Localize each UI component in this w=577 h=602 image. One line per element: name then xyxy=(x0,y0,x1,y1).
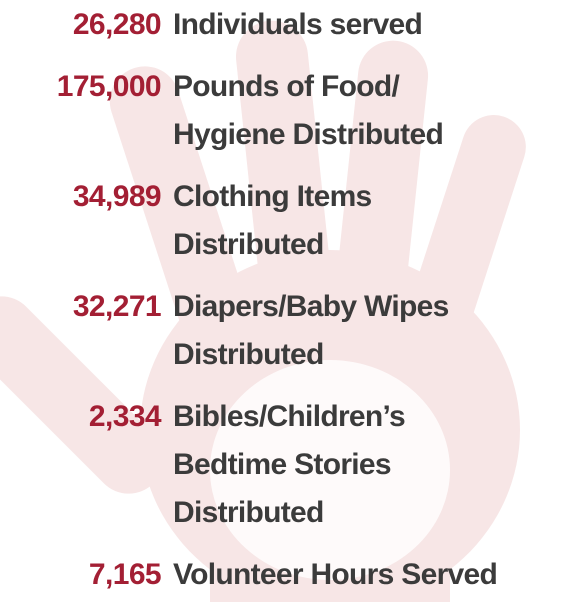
stat-label: Distributed xyxy=(173,489,324,537)
stat-label: Distributed xyxy=(173,331,324,379)
stat-label: Bibles/Children’s xyxy=(173,393,405,441)
stat-number: 34,989 xyxy=(0,173,161,221)
page: 26,280Individuals served175,000Pounds of… xyxy=(0,0,577,602)
stat-number: 7,165 xyxy=(0,551,161,599)
stat-label: Clothing Items xyxy=(173,173,372,221)
stat-label: Diapers/Baby Wipes xyxy=(173,283,449,331)
stat-label: Individuals served xyxy=(173,1,422,49)
stat-label: Volunteer Hours Served xyxy=(173,551,497,599)
stats-list: 26,280Individuals served175,000Pounds of… xyxy=(0,0,577,602)
stat-label: Pounds of Food/ xyxy=(173,63,399,111)
stat-number: 175,000 xyxy=(0,63,161,111)
stat-number: 32,271 xyxy=(0,283,161,331)
stat-label: Bedtime Stories xyxy=(173,441,391,489)
stat-number: 2,334 xyxy=(0,393,161,441)
stat-label: Distributed xyxy=(173,221,324,269)
stat-number: 26,280 xyxy=(0,1,161,49)
stat-label: Hygiene Distributed xyxy=(173,111,443,159)
